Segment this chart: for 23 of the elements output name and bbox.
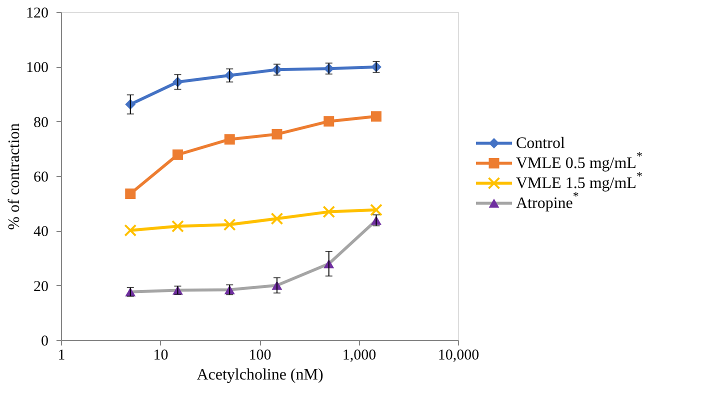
point xyxy=(270,212,284,225)
point xyxy=(224,134,235,145)
x-tick-label: 10,000 xyxy=(438,348,480,364)
legend-label: Atropine* xyxy=(516,189,579,212)
point xyxy=(370,204,382,216)
y-tick-label: 0 xyxy=(41,334,48,350)
x-axis-title: Acetylcholine (nM) xyxy=(196,366,324,384)
x-tick-label: 100 xyxy=(248,348,272,364)
x-tick-label: 1 xyxy=(58,348,66,364)
point xyxy=(124,224,137,237)
y-tick-label: 100 xyxy=(26,60,48,76)
y-tick-label: 40 xyxy=(34,224,48,240)
y-tick-label: 20 xyxy=(34,278,48,295)
y-axis-title: % of contraction xyxy=(6,123,23,230)
point xyxy=(272,128,282,140)
y-tick-label: 120 xyxy=(26,6,48,22)
point xyxy=(125,188,136,200)
x-tick-label: 1,000 xyxy=(342,348,376,364)
x-tick-label: 10 xyxy=(153,348,168,364)
y-tick-label: 80 xyxy=(34,114,48,131)
point xyxy=(370,111,382,122)
y-tick-label: 60 xyxy=(34,170,48,186)
point xyxy=(223,218,236,231)
